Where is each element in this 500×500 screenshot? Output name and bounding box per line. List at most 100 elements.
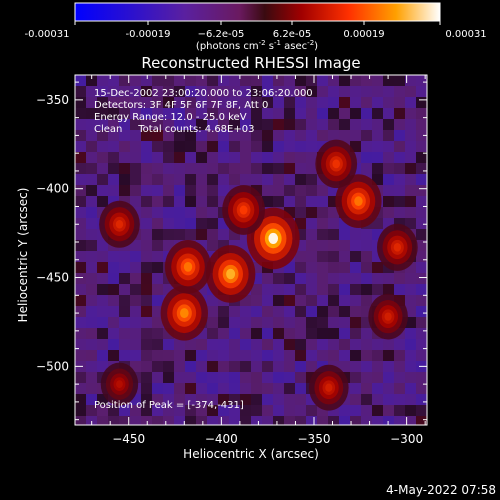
heatmap-cell — [229, 306, 240, 317]
heatmap-cell — [75, 240, 86, 251]
heatmap-cell — [229, 163, 240, 174]
heatmap-cell — [207, 108, 218, 119]
heatmap-cell — [405, 262, 416, 273]
heatmap-cell — [141, 328, 152, 339]
heatmap-cell — [273, 317, 284, 328]
annotation-time: 15-Dec-2002 23:00:20.000 to 23:06:20.000 — [94, 88, 313, 99]
heatmap-cell — [361, 339, 372, 350]
heatmap-cell — [284, 119, 295, 130]
heatmap-cell — [295, 97, 306, 108]
bright-source — [100, 362, 139, 406]
x-tick-label: −400 — [205, 432, 238, 446]
colorbar-tick-0: -0.00031 — [25, 29, 70, 40]
annotation-counts: Clean Total counts: 4.68E+03 — [94, 124, 254, 135]
heatmap-cell — [284, 75, 295, 86]
heatmap-cell — [152, 229, 163, 240]
heatmap-cell — [141, 152, 152, 163]
heatmap-cell — [97, 196, 108, 207]
heatmap-cell — [295, 152, 306, 163]
heatmap-cell — [174, 119, 185, 130]
heatmap-cell — [218, 240, 229, 251]
heatmap-cell — [86, 119, 97, 130]
heatmap-cell — [108, 416, 119, 425]
heatmap-cell — [119, 174, 130, 185]
heatmap-cell — [196, 152, 207, 163]
heatmap-cell — [207, 416, 218, 425]
heatmap-cell — [394, 394, 405, 405]
heatmap-cell — [174, 394, 185, 405]
heatmap-cell — [218, 383, 229, 394]
heatmap-cell — [174, 361, 185, 372]
colorbar-tick-3: 6.2e-05 — [273, 29, 311, 40]
x-tick-label: −350 — [298, 432, 331, 446]
heatmap-cell — [394, 350, 405, 361]
heatmap-cell — [174, 218, 185, 229]
source-layer — [354, 196, 363, 207]
heatmap-cell — [317, 284, 328, 295]
heatmap-cell — [75, 284, 86, 295]
heatmap-cell — [141, 416, 152, 425]
heatmap-cell — [152, 295, 163, 306]
heatmap-cell — [229, 394, 240, 405]
heatmap-cell — [86, 306, 97, 317]
heatmap-cell — [174, 339, 185, 350]
heatmap-cell — [262, 306, 273, 317]
heatmap-cell — [218, 416, 229, 425]
heatmap-cell — [108, 185, 119, 196]
heatmap-cell — [405, 75, 416, 86]
heatmap-cell — [97, 284, 108, 295]
heatmap-cell — [130, 75, 141, 86]
source-layer — [393, 243, 402, 252]
heatmap-cell — [284, 97, 295, 108]
heatmap-cell — [306, 141, 317, 152]
heatmap-cell — [207, 75, 218, 86]
heatmap-cell — [207, 141, 218, 152]
heatmap-cell — [86, 262, 97, 273]
heatmap-cell — [108, 251, 119, 262]
y-tick-label: −450 — [36, 271, 69, 285]
heatmap-cell — [328, 119, 339, 130]
heatmap-cell — [218, 75, 229, 86]
heatmap-cell — [229, 141, 240, 152]
heatmap-cell — [86, 273, 97, 284]
heatmap-cell — [174, 372, 185, 383]
heatmap-cell — [152, 306, 163, 317]
heatmap-cell — [86, 405, 97, 416]
heatmap-cell — [229, 361, 240, 372]
heatmap-cell — [75, 229, 86, 240]
heatmap-cell — [229, 174, 240, 185]
heatmap-cell — [328, 108, 339, 119]
heatmap-cell — [416, 229, 427, 240]
heatmap-cell — [207, 394, 218, 405]
heatmap-cell — [97, 405, 108, 416]
peak-position-label: Position of Peak = [-374,-431] — [94, 400, 244, 411]
heatmap-cell — [295, 174, 306, 185]
heatmap-cell — [196, 108, 207, 119]
heatmap-cell — [339, 306, 350, 317]
heatmap-cell — [284, 372, 295, 383]
colorbar-tick-5: 0.00031 — [445, 29, 486, 40]
heatmap-cell — [163, 284, 174, 295]
heatmap-cell — [119, 284, 130, 295]
heatmap-cell — [416, 306, 427, 317]
heatmap-cell — [108, 108, 119, 119]
heatmap-cell — [394, 152, 405, 163]
heatmap-cell — [405, 361, 416, 372]
heatmap-cell — [141, 229, 152, 240]
heatmap-cell — [97, 174, 108, 185]
heatmap-cell — [97, 251, 108, 262]
colorbar-unit-label: (photons cm-2 s-1 asec-2) — [196, 39, 318, 52]
heatmap-cell — [273, 273, 284, 284]
heatmap-cell — [207, 383, 218, 394]
heatmap-cell — [229, 372, 240, 383]
heatmap-cell — [207, 350, 218, 361]
heatmap-cell — [152, 416, 163, 425]
heatmap-cell — [306, 240, 317, 251]
heatmap-cell — [328, 207, 339, 218]
heatmap-cell — [372, 97, 383, 108]
heatmap-cell — [185, 185, 196, 196]
heatmap-cell — [394, 372, 405, 383]
heatmap-cell — [339, 75, 350, 86]
heatmap-cell — [361, 130, 372, 141]
heatmap-cell — [174, 196, 185, 207]
